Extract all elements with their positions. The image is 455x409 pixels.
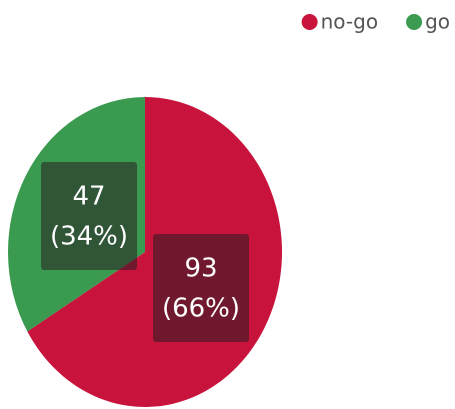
label-box — [153, 233, 250, 342]
percent-label: (66%) — [162, 293, 240, 323]
legend-label: go — [425, 10, 450, 34]
legend-swatch — [301, 14, 318, 30]
value-label: 93 — [184, 253, 217, 283]
legend-swatch — [406, 14, 423, 30]
legend-label: no-go — [321, 10, 378, 34]
percent-label: (34%) — [50, 222, 128, 252]
label-box — [40, 162, 137, 271]
value-label: 47 — [72, 182, 105, 212]
legend: no-go go — [301, 10, 450, 34]
